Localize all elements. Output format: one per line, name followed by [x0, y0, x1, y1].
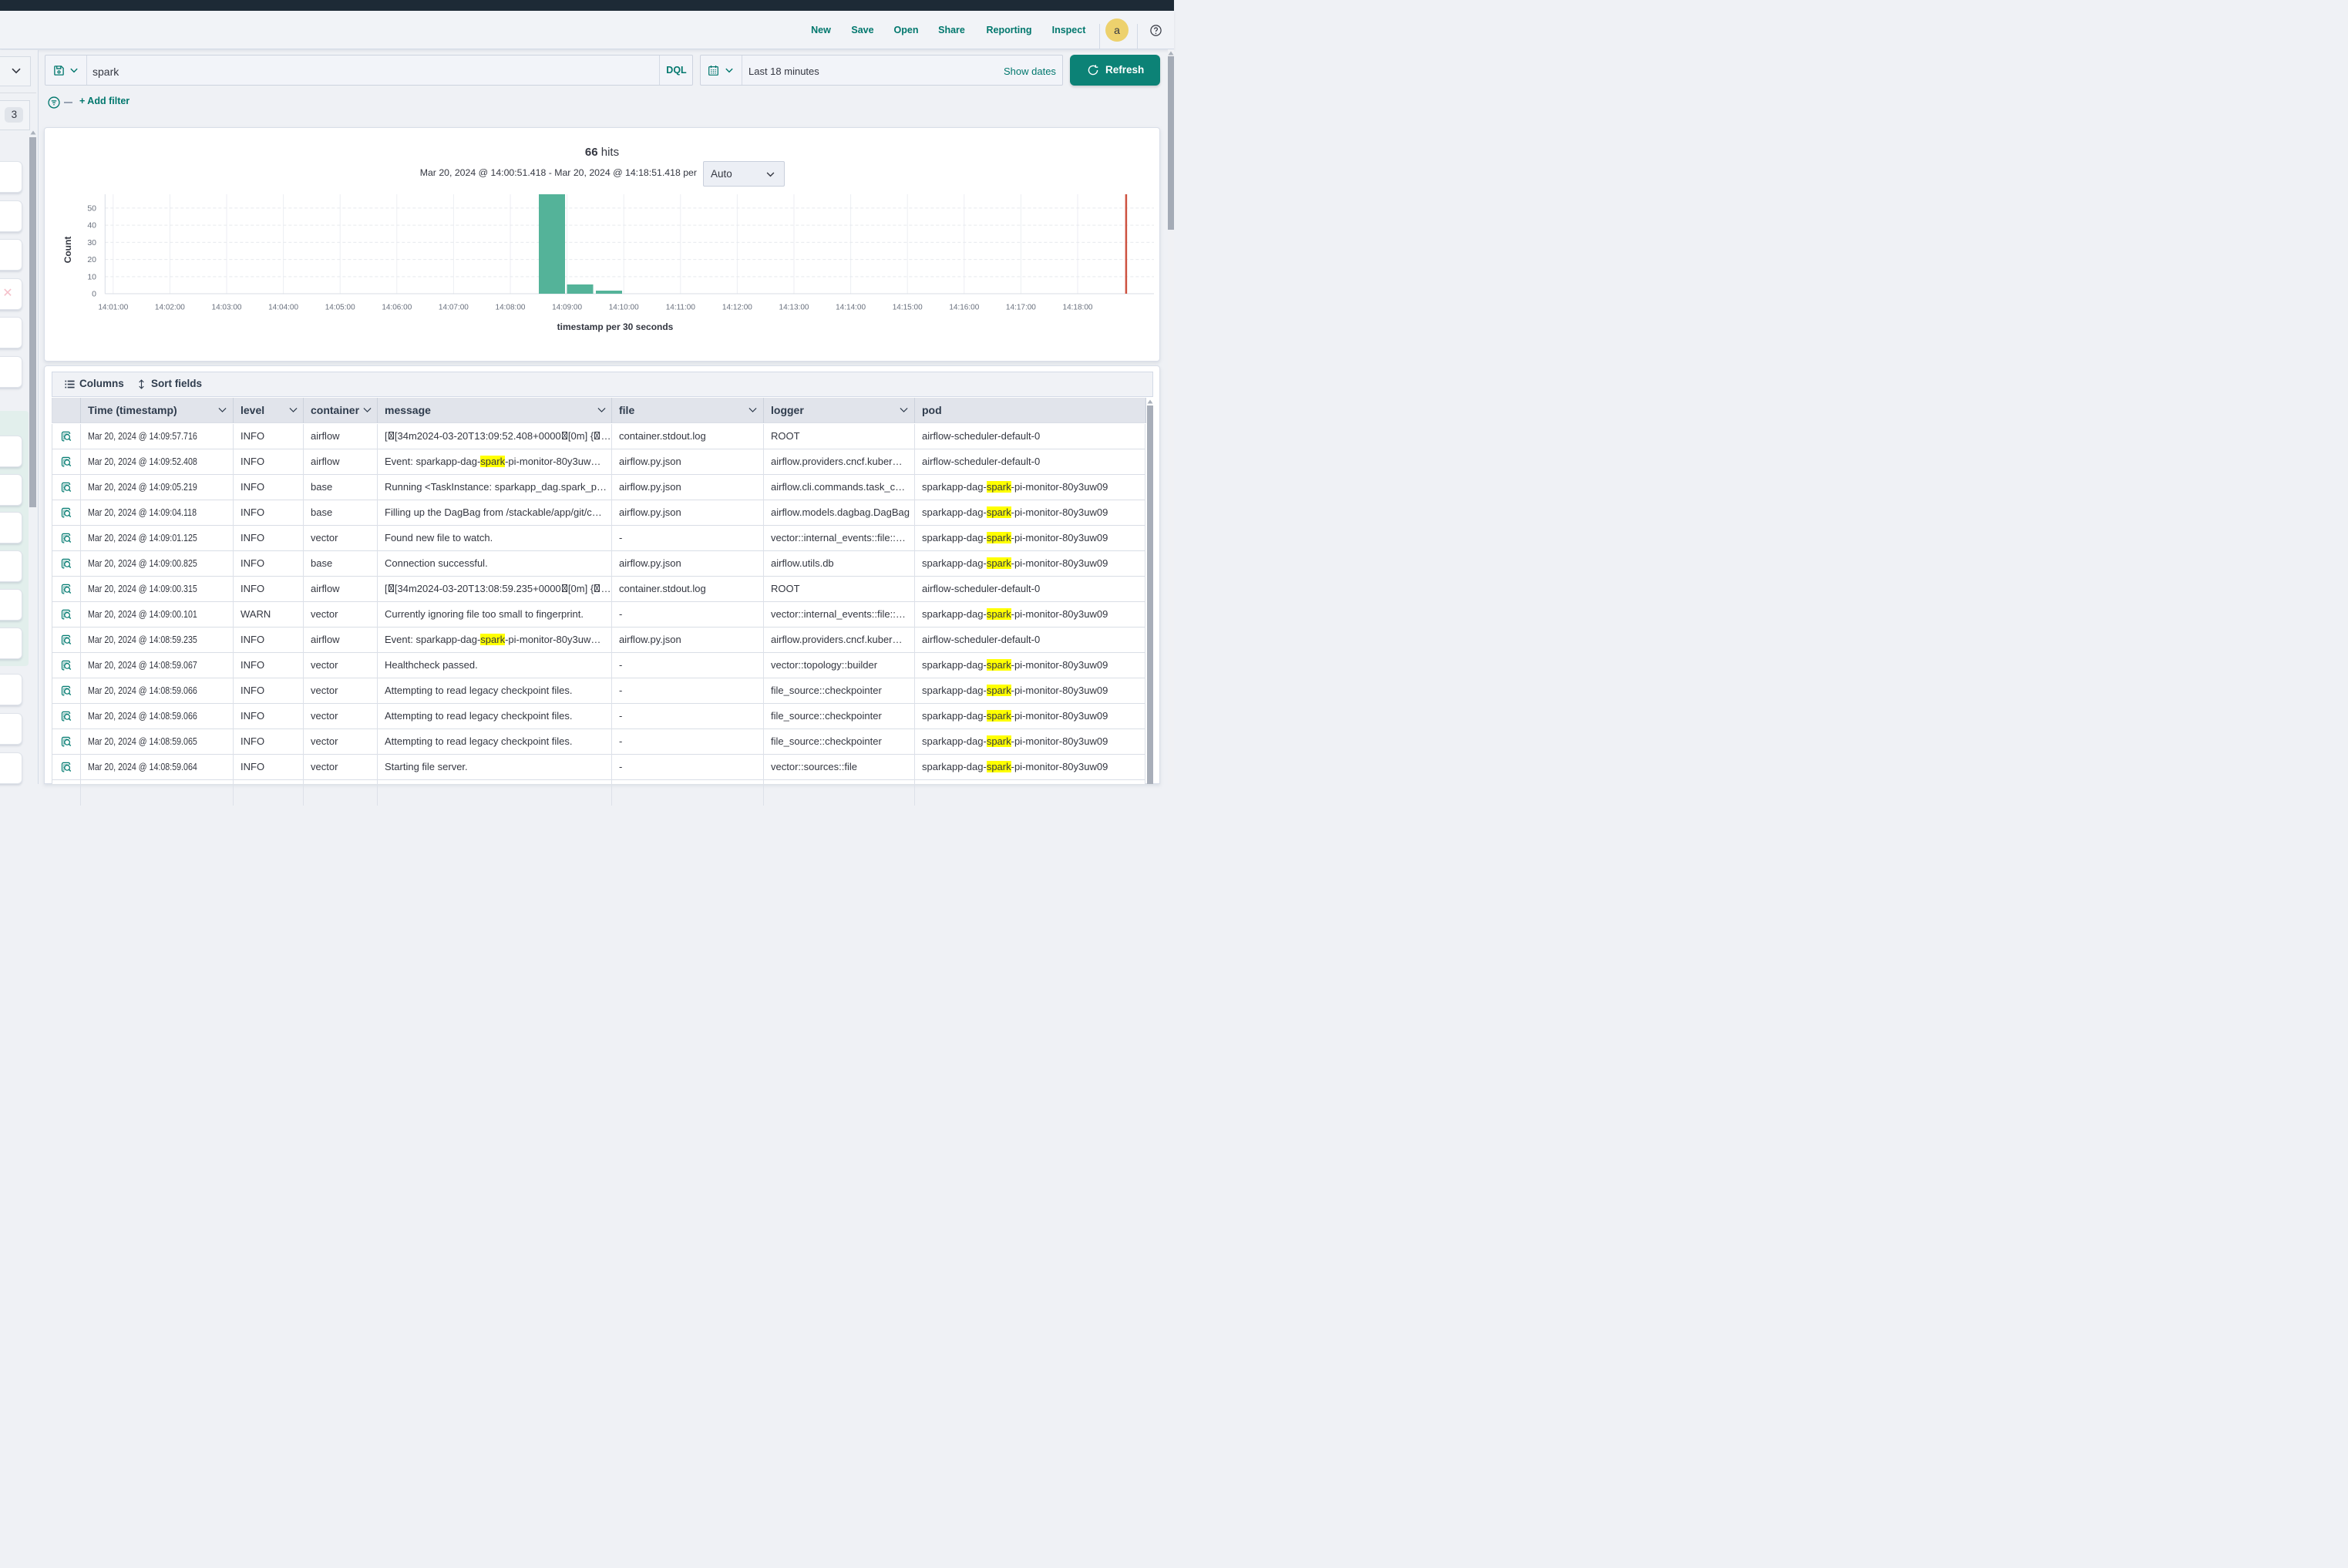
svg-text:10: 10 — [87, 272, 96, 281]
svg-text:timestamp per 30 seconds: timestamp per 30 seconds — [557, 321, 674, 332]
svg-text:14:12:00: 14:12:00 — [722, 304, 752, 312]
svg-text:50: 50 — [87, 204, 96, 213]
svg-text:14:05:00: 14:05:00 — [325, 304, 355, 312]
svg-text:14:13:00: 14:13:00 — [779, 304, 809, 312]
svg-text:14:08:00: 14:08:00 — [496, 304, 526, 312]
svg-text:14:18:00: 14:18:00 — [1063, 304, 1093, 312]
svg-text:14:10:00: 14:10:00 — [609, 304, 639, 312]
svg-text:14:06:00: 14:06:00 — [382, 304, 412, 312]
svg-text:14:15:00: 14:15:00 — [893, 304, 923, 312]
svg-text:14:07:00: 14:07:00 — [439, 304, 469, 312]
svg-text:14:01:00: 14:01:00 — [98, 304, 128, 312]
svg-text:30: 30 — [87, 238, 96, 247]
svg-text:14:02:00: 14:02:00 — [155, 304, 185, 312]
svg-text:Count: Count — [62, 237, 73, 264]
svg-text:14:04:00: 14:04:00 — [268, 304, 298, 312]
svg-text:14:03:00: 14:03:00 — [212, 304, 242, 312]
svg-text:14:09:00: 14:09:00 — [552, 304, 582, 312]
svg-text:14:17:00: 14:17:00 — [1006, 304, 1036, 312]
svg-text:0: 0 — [92, 290, 96, 299]
svg-text:14:14:00: 14:14:00 — [836, 304, 866, 312]
svg-text:14:11:00: 14:11:00 — [666, 304, 696, 312]
svg-text:40: 40 — [87, 221, 96, 230]
svg-text:20: 20 — [87, 255, 96, 264]
svg-text:14:16:00: 14:16:00 — [949, 304, 979, 312]
